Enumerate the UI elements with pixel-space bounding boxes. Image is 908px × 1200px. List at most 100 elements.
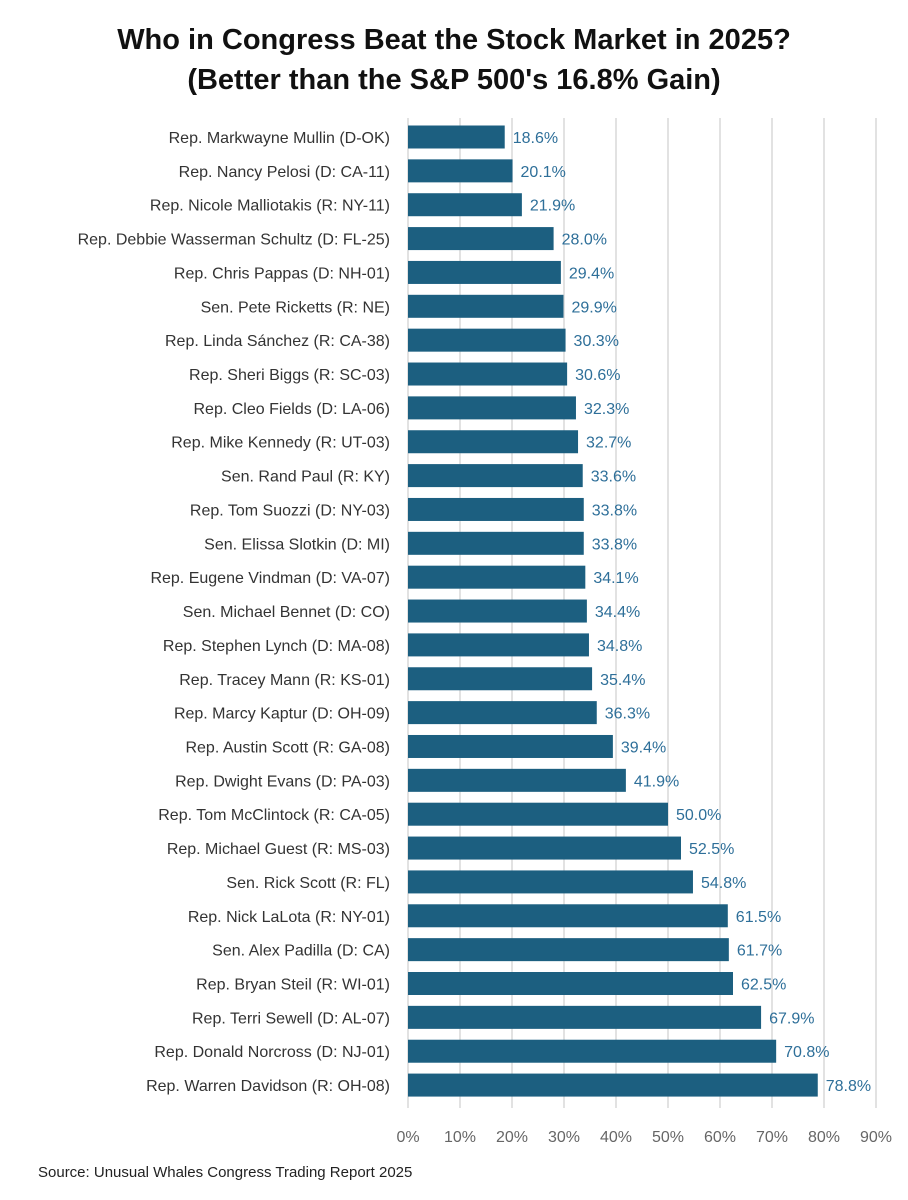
bar — [408, 430, 579, 454]
bar — [408, 328, 566, 352]
value-label: 61.7% — [737, 943, 782, 960]
value-label: 35.4% — [600, 672, 645, 689]
category-label: Rep. Linda Sánchez (R: CA-38) — [165, 333, 390, 350]
bar — [408, 227, 554, 251]
category-label: Rep. Nick LaLota (R: NY-01) — [188, 909, 390, 926]
bar — [408, 362, 568, 386]
bar — [408, 193, 522, 217]
bar — [408, 159, 513, 183]
value-label: 33.6% — [591, 469, 636, 486]
value-label: 34.8% — [597, 638, 642, 655]
bar — [408, 734, 613, 758]
value-label: 29.4% — [569, 265, 614, 282]
bar — [408, 1073, 818, 1097]
value-label: 28.0% — [562, 232, 607, 249]
category-label: Sen. Rand Paul (R: KY) — [221, 469, 390, 486]
chart-title: Who in Congress Beat the Stock Market in… — [0, 20, 908, 100]
bar — [408, 294, 564, 318]
value-label: 50.0% — [676, 807, 721, 824]
x-tick-label: 60% — [704, 1129, 736, 1146]
x-axis-ticks: 0% 10% 20% 30% 40% 50% 60% 70% 80% 90% — [396, 1129, 892, 1146]
category-label: Rep. Markwayne Mullin (D-OK) — [169, 130, 390, 147]
x-tick-label: 90% — [860, 1129, 892, 1146]
bar — [408, 599, 587, 623]
bar — [408, 768, 626, 792]
bar — [408, 497, 584, 521]
value-label: 41.9% — [634, 773, 679, 790]
category-label: Rep. Nancy Pelosi (D: CA-11) — [179, 164, 390, 181]
category-label: Rep. Terri Sewell (D: AL-07) — [192, 1010, 390, 1027]
value-label: 32.7% — [586, 435, 631, 452]
value-label: 70.8% — [784, 1044, 829, 1061]
source-note: Source: Unusual Whales Congress Trading … — [38, 1164, 413, 1181]
bar — [408, 1005, 762, 1029]
value-label: 29.9% — [571, 299, 616, 316]
category-label: Rep. Stephen Lynch (D: MA-08) — [163, 638, 390, 655]
bar — [408, 938, 729, 962]
category-label: Sen. Alex Padilla (D: CA) — [212, 943, 390, 960]
category-label: Rep. Nicole Malliotakis (R: NY-11) — [150, 198, 390, 215]
bar — [408, 396, 576, 420]
category-label: Rep. Sheri Biggs (R: SC-03) — [189, 367, 390, 384]
x-tick-label: 30% — [548, 1129, 580, 1146]
x-tick-label: 0% — [396, 1129, 419, 1146]
x-tick-label: 40% — [600, 1129, 632, 1146]
bar — [408, 1039, 777, 1063]
bars — [408, 125, 818, 1097]
value-label: 33.8% — [592, 536, 637, 553]
value-label: 36.3% — [605, 706, 650, 723]
category-label: Rep. Cleo Fields (D: LA-06) — [193, 401, 390, 418]
value-label: 67.9% — [769, 1010, 814, 1027]
bar — [408, 531, 584, 555]
value-label: 78.8% — [826, 1078, 871, 1095]
category-label: Sen. Elissa Slotkin (D: MI) — [204, 536, 390, 553]
x-tick-label: 50% — [652, 1129, 684, 1146]
category-label: Rep. Austin Scott (R: GA-08) — [185, 739, 390, 756]
bar — [408, 836, 681, 860]
value-label: 18.6% — [513, 130, 558, 147]
category-label: Rep. Warren Davidson (R: OH-08) — [146, 1078, 390, 1095]
category-label: Sen. Rick Scott (R: FL) — [226, 875, 390, 892]
category-label: Rep. Tom Suozzi (D: NY-03) — [190, 502, 390, 519]
value-labels: 18.6% 20.1% 21.9% 28.0% 29.4% 29.9% 30.3% 30.6%… — [513, 130, 871, 1095]
bar — [408, 870, 693, 894]
value-label: 61.5% — [736, 909, 781, 926]
category-label: Rep. Chris Pappas (D: NH-01) — [174, 265, 390, 282]
category-label: Rep. Marcy Kaptur (D: OH-09) — [174, 706, 390, 723]
value-label: 20.1% — [521, 164, 566, 181]
value-label: 34.4% — [595, 604, 640, 621]
subtitle-line: (Better than the S&P 500's 16.8% Gain) — [187, 64, 721, 96]
bar — [408, 565, 586, 589]
value-label: 52.5% — [689, 841, 734, 858]
bar — [408, 972, 733, 995]
value-label: 30.3% — [574, 333, 619, 350]
x-tick-label: 20% — [496, 1129, 528, 1146]
value-label: 54.8% — [701, 875, 746, 892]
value-label: 21.9% — [530, 198, 575, 215]
category-label: Rep. Tom McClintock (R: CA-05) — [158, 807, 390, 824]
category-label: Sen. Michael Bennet (D: CO) — [183, 604, 390, 621]
category-label: Rep. Michael Guest (R: MS-03) — [167, 841, 390, 858]
x-tick-label: 70% — [756, 1129, 788, 1146]
value-label: 34.1% — [593, 570, 638, 587]
bar — [408, 802, 668, 826]
bar — [408, 464, 583, 488]
category-label: Rep. Debbie Wasserman Schultz (D: FL-25) — [78, 232, 390, 249]
bar — [408, 125, 505, 149]
category-label: Rep. Mike Kennedy (R: UT-03) — [171, 435, 390, 452]
category-labels: Rep. Markwayne Mullin (D-OK) Rep. Nancy P… — [78, 130, 390, 1095]
value-label: 32.3% — [584, 401, 629, 418]
title-line: Who in Congress Beat the Stock Market in… — [117, 24, 791, 56]
x-tick-label: 80% — [808, 1129, 840, 1146]
x-tick-label: 10% — [444, 1129, 476, 1146]
category-label: Rep. Dwight Evans (D: PA-03) — [175, 773, 390, 790]
category-label: Rep. Tracey Mann (R: KS-01) — [179, 672, 390, 689]
bar — [408, 260, 561, 284]
bar — [408, 701, 597, 725]
category-label: Sen. Pete Ricketts (R: NE) — [201, 299, 390, 316]
bar — [408, 633, 589, 657]
value-label: 30.6% — [575, 367, 620, 384]
category-label: Rep. Donald Norcross (D: NJ-01) — [154, 1044, 390, 1061]
value-label: 39.4% — [621, 739, 666, 756]
